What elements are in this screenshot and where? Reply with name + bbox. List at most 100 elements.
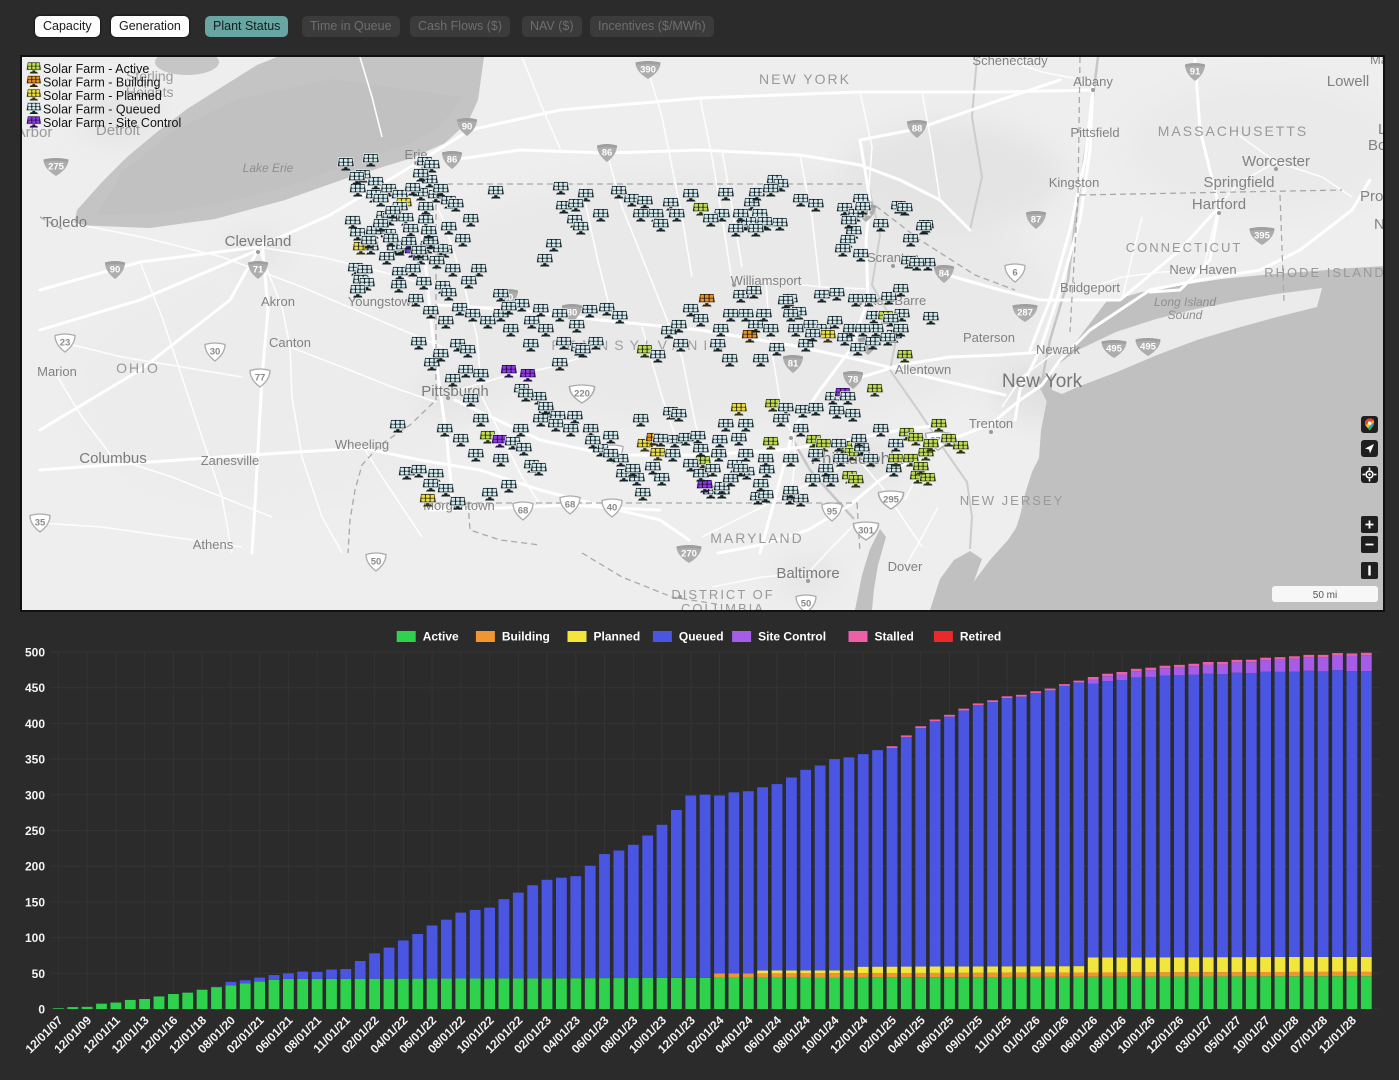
svg-text:CONNECTICUT: CONNECTICUT — [1126, 240, 1243, 255]
svg-text:68: 68 — [565, 500, 576, 511]
svg-text:Allentown: Allentown — [895, 362, 951, 377]
svg-text:Hartford: Hartford — [1192, 196, 1246, 213]
svg-text:Trenton: Trenton — [969, 416, 1013, 431]
svg-text:88: 88 — [912, 124, 923, 135]
svg-text:6: 6 — [1012, 268, 1017, 279]
svg-text:MASSACHUSETTS: MASSACHUSETTS — [1158, 123, 1308, 139]
svg-text:287: 287 — [1017, 308, 1033, 319]
svg-text:90: 90 — [462, 122, 473, 133]
svg-text:Solar Farm - Planned: Solar Farm - Planned — [43, 89, 162, 103]
svg-text:300: 300 — [25, 788, 45, 802]
svg-text:DISTRICT OF: DISTRICT OF — [671, 587, 774, 602]
svg-text:Akron: Akron — [261, 294, 295, 309]
svg-text:Dover: Dover — [888, 559, 923, 574]
svg-text:400: 400 — [25, 717, 45, 731]
svg-text:200: 200 — [25, 860, 45, 874]
svg-text:50: 50 — [801, 599, 812, 610]
svg-text:250: 250 — [25, 824, 45, 838]
svg-text:270: 270 — [681, 549, 697, 560]
svg-text:Provider: Provider — [1360, 188, 1383, 205]
svg-text:Lake Erie: Lake Erie — [243, 161, 294, 175]
svg-text:40: 40 — [607, 503, 618, 514]
svg-text:Solar Farm - Queued: Solar Farm - Queued — [43, 103, 160, 117]
svg-text:91: 91 — [1190, 67, 1201, 78]
svg-text:Bridgeport: Bridgeport — [1060, 280, 1120, 295]
svg-text:301: 301 — [858, 526, 875, 537]
svg-text:86: 86 — [447, 155, 458, 166]
svg-text:84: 84 — [939, 269, 950, 280]
svg-text:New Haven: New Haven — [1169, 262, 1236, 277]
svg-text:Manche: Manche — [1370, 57, 1383, 67]
svg-text:Canton: Canton — [269, 335, 311, 350]
svg-text:90: 90 — [110, 265, 121, 276]
svg-text:78: 78 — [848, 375, 859, 386]
svg-text:MARYLAND: MARYLAND — [710, 530, 804, 546]
svg-text:Youngstown: Youngstown — [348, 294, 418, 309]
svg-text:Athens: Athens — [193, 537, 234, 552]
svg-text:295: 295 — [883, 495, 900, 506]
svg-text:Toledo: Toledo — [43, 214, 87, 231]
svg-text:Kingston: Kingston — [1049, 175, 1100, 190]
svg-text:Ly: Ly — [1378, 121, 1383, 138]
svg-text:Long Island: Long Island — [1154, 295, 1216, 309]
svg-text:Worcester: Worcester — [1242, 153, 1310, 170]
svg-text:Newark: Newark — [1036, 342, 1081, 357]
svg-text:Solar Farm - Site Control: Solar Farm - Site Control — [43, 116, 181, 130]
svg-text:Schenectady: Schenectady — [972, 57, 1048, 68]
svg-text:Solar Farm - Active: Solar Farm - Active — [43, 62, 149, 76]
svg-text:Sound: Sound — [1168, 308, 1203, 322]
svg-text:68: 68 — [518, 506, 529, 517]
svg-text:Active: Active — [423, 630, 459, 644]
svg-text:Lowell: Lowell — [1327, 73, 1370, 90]
svg-text:Paterson: Paterson — [963, 330, 1015, 345]
svg-text:Queued: Queued — [679, 630, 724, 644]
svg-text:450: 450 — [25, 681, 45, 695]
svg-text:Sterling: Sterling — [126, 68, 173, 84]
svg-text:30: 30 — [210, 347, 221, 358]
svg-text:OHIO: OHIO — [116, 360, 160, 376]
svg-text:Williamsport: Williamsport — [731, 273, 802, 288]
svg-text:Stalled: Stalled — [875, 630, 914, 644]
svg-text:N: N — [1374, 216, 1383, 233]
svg-text:Baltimore: Baltimore — [776, 565, 839, 582]
svg-text:0: 0 — [38, 1003, 45, 1017]
svg-text:350: 350 — [25, 753, 45, 767]
svg-text:NEW YORK: NEW YORK — [759, 71, 851, 87]
svg-text:Springfield: Springfield — [1204, 174, 1275, 191]
svg-text:95: 95 — [827, 507, 838, 518]
svg-text:495: 495 — [1106, 344, 1123, 355]
svg-text:RHODE ISLAND: RHODE ISLAND — [1264, 265, 1383, 280]
svg-text:100: 100 — [25, 931, 45, 945]
svg-text:81: 81 — [788, 359, 799, 370]
svg-text:NEW JERSEY: NEW JERSEY — [960, 493, 1065, 508]
svg-text:Zanesville: Zanesville — [201, 453, 260, 468]
svg-text:87: 87 — [1031, 215, 1042, 226]
svg-text:Bos: Bos — [1368, 137, 1383, 154]
svg-text:Heights: Heights — [126, 84, 173, 100]
svg-text:86: 86 — [602, 148, 613, 159]
svg-text:23: 23 — [60, 338, 71, 349]
svg-text:220: 220 — [574, 389, 590, 400]
svg-text:Wheeling: Wheeling — [335, 437, 389, 452]
svg-text:Pittsfield: Pittsfield — [1070, 125, 1119, 140]
svg-text:150: 150 — [25, 895, 45, 909]
svg-text:Columbus: Columbus — [79, 450, 147, 467]
svg-text:50: 50 — [32, 967, 46, 981]
svg-text:Retired: Retired — [960, 630, 1001, 644]
svg-text:Detroit: Detroit — [96, 122, 141, 139]
svg-text:Albany: Albany — [1073, 74, 1113, 89]
svg-text:Marion: Marion — [37, 364, 77, 379]
svg-text:COLUMBIA: COLUMBIA — [681, 601, 765, 610]
svg-text:Solar Farm - Building: Solar Farm - Building — [43, 76, 160, 90]
svg-text:50: 50 — [371, 557, 382, 568]
svg-text:390: 390 — [640, 65, 656, 76]
svg-text:50 mi: 50 mi — [1313, 590, 1337, 601]
svg-text:Arbor: Arbor — [22, 124, 52, 141]
svg-text:395: 395 — [1254, 231, 1271, 242]
svg-text:275: 275 — [48, 162, 65, 173]
svg-text:Building: Building — [502, 630, 550, 644]
svg-text:80: 80 — [567, 308, 578, 319]
svg-text:Cleveland: Cleveland — [225, 233, 292, 250]
svg-text:Planned: Planned — [594, 630, 641, 644]
svg-text:495: 495 — [1140, 342, 1157, 353]
